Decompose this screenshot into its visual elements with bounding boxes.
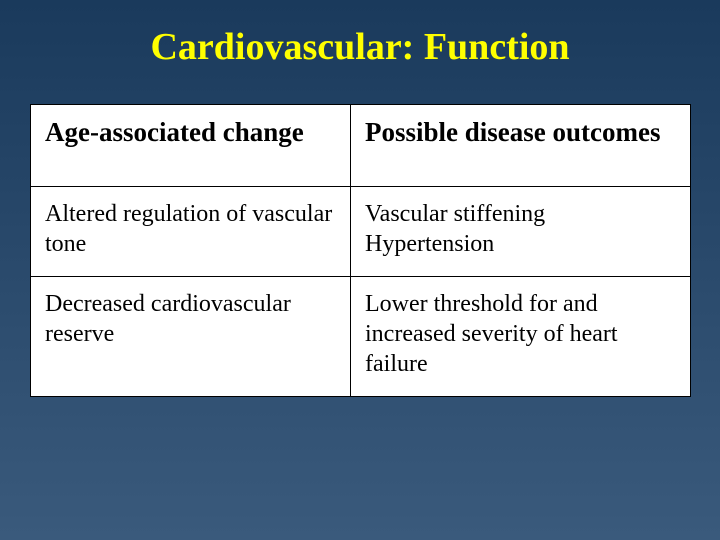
table-header-cell: Age-associated change xyxy=(31,105,351,187)
slide-title: Cardiovascular: Function xyxy=(30,25,690,69)
table-cell: Altered regulation of vascular tone xyxy=(31,187,351,277)
content-table: Age-associated change Possible disease o… xyxy=(30,104,691,397)
table-header-cell: Possible disease outcomes xyxy=(351,105,691,187)
table-row: Altered regulation of vascular tone Vasc… xyxy=(31,187,691,277)
table-cell: Vascular stiffening Hypertension xyxy=(351,187,691,277)
table-cell: Decreased cardiovascular reserve xyxy=(31,277,351,397)
table-header-row: Age-associated change Possible disease o… xyxy=(31,105,691,187)
table-cell: Lower threshold for and increased severi… xyxy=(351,277,691,397)
table-row: Decreased cardiovascular reserve Lower t… xyxy=(31,277,691,397)
slide-container: Cardiovascular: Function Age-associated … xyxy=(0,0,720,540)
